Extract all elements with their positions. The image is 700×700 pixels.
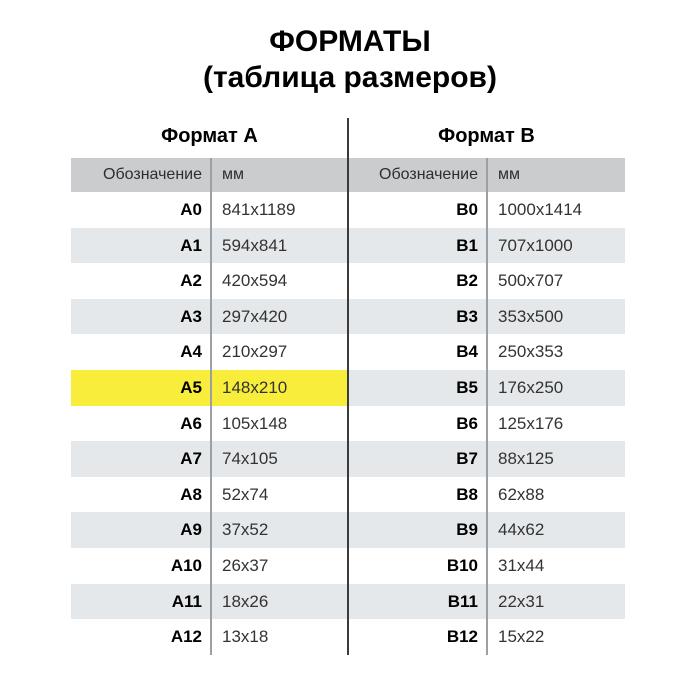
table-row-highlighted: A5 148x210 [71,369,348,406]
row-size-mm: 148x210 [222,377,288,397]
row-designation: B9 [456,520,478,540]
table-row: B0 1000x1414 [348,192,625,228]
row-size-mm: 31x44 [498,555,545,575]
table-row: A4 210x297 [71,334,348,370]
row-size-mm: 353x500 [498,306,564,326]
row-designation: B3 [456,306,478,326]
row-designation: A4 [180,342,202,362]
table-grid: Обозначение мм A0 841x1189 A1 594x841 A2 420x… [71,158,625,655]
row-size-mm: 74x105 [222,449,278,469]
row-size-mm: 52x74 [222,484,269,504]
table-row: B2 500x707 [348,263,625,299]
row-designation: B5 [456,377,478,397]
row-designation: A3 [180,306,202,326]
table-row: A12 13x18 [71,619,348,655]
format-a-column-header: Обозначение мм [71,158,348,192]
row-designation: A8 [180,484,202,504]
row-size-mm: 594x841 [222,235,288,255]
table-row: A9 37x52 [71,512,348,548]
row-designation: B10 [446,555,478,575]
row-designation: B6 [456,413,478,433]
column-divider-b [486,158,488,655]
format-a-rows: A0 841x1189 A1 594x841 A2 420x594 A3 297x420 A4 2… [71,192,348,655]
page-title-line2: (таблица размеров) [203,61,497,94]
table-row: B8 62x88 [348,477,625,513]
row-size-mm: 420x594 [222,271,288,291]
row-designation: B2 [456,271,478,291]
row-designation: B8 [456,484,478,504]
row-size-mm: 26x37 [222,555,269,575]
row-designation: B4 [456,342,478,362]
row-size-mm: 707x1000 [498,235,573,255]
mm-column-header: мм [222,166,244,183]
mm-column-header: мм [498,166,520,183]
table-row: A2 420x594 [71,263,348,299]
row-size-mm: 15x22 [498,627,545,647]
table-row: A6 105x148 [71,406,348,442]
row-size-mm: 210x297 [222,342,288,362]
row-size-mm: 250x353 [498,342,564,362]
designation-column-header: Обозначение [103,166,202,183]
row-designation: B12 [446,627,478,647]
row-size-mm: 1000x1414 [498,200,583,219]
page-title: ФОРМАТЫ (таблица размеров) [0,24,700,96]
row-designation: A7 [180,449,202,469]
table-row: B4 250x353 [348,334,625,370]
row-size-mm: 13x18 [222,627,269,647]
row-designation: A0 [180,200,202,219]
center-divider-line [347,118,349,655]
row-designation: A5 [180,377,202,397]
row-size-mm: 44x62 [498,520,545,540]
page-title-line1: ФОРМАТЫ [269,25,431,58]
table-row: A10 26x37 [71,548,348,584]
table-row: B12 15x22 [348,619,625,655]
formats-table: Формат А Формат В Обозначение мм A0 841x1… [71,118,625,655]
row-size-mm: 105x148 [222,413,288,433]
format-headers: Формат А Формат В [71,118,625,158]
row-designation: A12 [170,627,202,647]
row-size-mm: 841x1189 [222,200,296,219]
row-designation: B1 [456,235,478,255]
row-size-mm: 176x250 [498,377,564,397]
row-designation: A10 [170,555,202,575]
row-size-mm: 125x176 [498,413,564,433]
column-divider-a [210,158,212,655]
row-designation: B11 [447,591,478,611]
table-row: B6 125x176 [348,406,625,442]
table-row: A3 297x420 [71,298,348,335]
row-size-mm: 88x125 [498,449,554,469]
row-size-mm: 18x26 [222,591,269,611]
row-designation: B0 [456,200,478,219]
row-size-mm: 62x88 [498,484,545,504]
table-row: A0 841x1189 [71,192,348,228]
table-row: B10 31x44 [348,548,625,584]
row-designation: A2 [180,271,202,291]
row-designation: B7 [456,449,478,469]
format-a-table: Обозначение мм A0 841x1189 A1 594x841 A2 420x… [71,158,348,655]
row-size-mm: 22x31 [498,591,545,611]
format-b-table: Обозначение мм B0 1000x1414 B1 707x1000 B2 50… [348,158,625,655]
row-designation: A11 [171,591,202,611]
table-row: A7 74x105 [71,441,348,477]
row-size-mm: 37x52 [222,520,269,540]
row-designation: A1 [180,235,202,255]
format-a-title: Формат А [161,125,258,147]
table-row: A8 52x74 [71,477,348,513]
row-designation: A6 [180,413,202,433]
row-size-mm: 297x420 [222,306,288,326]
row-size-mm: 500x707 [498,271,564,291]
format-b-title: Формат В [438,125,535,147]
row-designation: A9 [180,520,202,540]
table-row: A1 594x841 [71,227,348,264]
table-row: A11 18x26 [71,583,348,620]
designation-column-header: Обозначение [379,166,478,183]
